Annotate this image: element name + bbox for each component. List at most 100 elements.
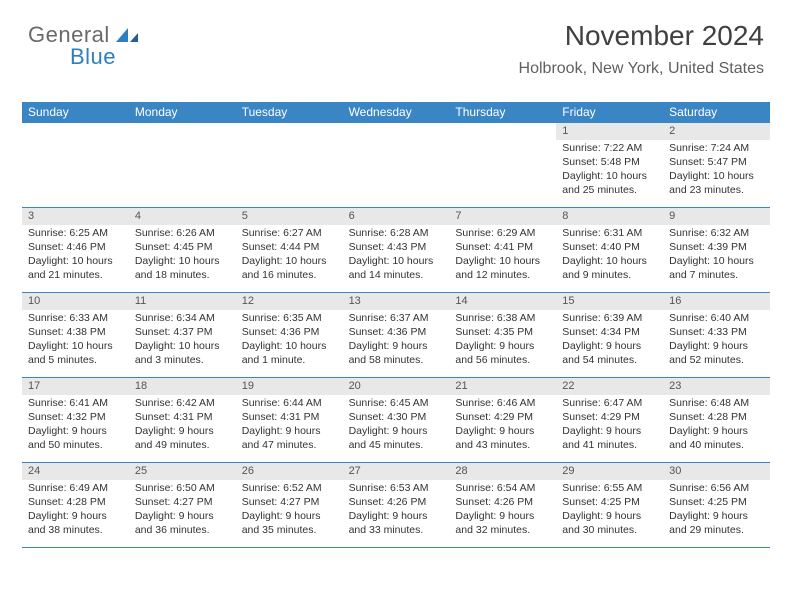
day-cell: 30Sunrise: 6:56 AMSunset: 4:25 PMDayligh… xyxy=(663,463,770,547)
daylight-text-1: Daylight: 10 hours xyxy=(455,254,550,268)
day-number: 23 xyxy=(663,378,770,395)
sunrise-text: Sunrise: 6:49 AM xyxy=(28,481,123,495)
sunset-text: Sunset: 4:46 PM xyxy=(28,240,123,254)
day-cell: 14Sunrise: 6:38 AMSunset: 4:35 PMDayligh… xyxy=(449,293,556,377)
daylight-text-1: Daylight: 9 hours xyxy=(562,339,657,353)
day-cell: 5Sunrise: 6:27 AMSunset: 4:44 PMDaylight… xyxy=(236,208,343,292)
sunset-text: Sunset: 4:26 PM xyxy=(455,495,550,509)
day-header: Tuesday xyxy=(236,102,343,122)
day-details: Sunrise: 6:47 AMSunset: 4:29 PMDaylight:… xyxy=(556,395,663,457)
logo: General Blue xyxy=(28,22,140,48)
sunrise-text: Sunrise: 6:45 AM xyxy=(349,396,444,410)
day-number: 15 xyxy=(556,293,663,310)
day-number: 5 xyxy=(236,208,343,225)
day-number: 12 xyxy=(236,293,343,310)
daylight-text-2: and 21 minutes. xyxy=(28,268,123,282)
sunrise-text: Sunrise: 6:37 AM xyxy=(349,311,444,325)
sunset-text: Sunset: 4:28 PM xyxy=(669,410,764,424)
day-cell: 11Sunrise: 6:34 AMSunset: 4:37 PMDayligh… xyxy=(129,293,236,377)
day-details: Sunrise: 6:32 AMSunset: 4:39 PMDaylight:… xyxy=(663,225,770,287)
day-details: Sunrise: 6:56 AMSunset: 4:25 PMDaylight:… xyxy=(663,480,770,542)
daylight-text-2: and 32 minutes. xyxy=(455,523,550,537)
daylight-text-1: Daylight: 10 hours xyxy=(135,339,230,353)
daylight-text-1: Daylight: 10 hours xyxy=(242,339,337,353)
week-row: 10Sunrise: 6:33 AMSunset: 4:38 PMDayligh… xyxy=(22,292,770,377)
day-number: 14 xyxy=(449,293,556,310)
logo-sail-icon xyxy=(114,26,140,44)
daylight-text-2: and 5 minutes. xyxy=(28,353,123,367)
sunrise-text: Sunrise: 6:25 AM xyxy=(28,226,123,240)
day-number: 22 xyxy=(556,378,663,395)
daylight-text-1: Daylight: 10 hours xyxy=(28,339,123,353)
day-cell: 29Sunrise: 6:55 AMSunset: 4:25 PMDayligh… xyxy=(556,463,663,547)
daylight-text-1: Daylight: 9 hours xyxy=(242,509,337,523)
day-details: Sunrise: 6:46 AMSunset: 4:29 PMDaylight:… xyxy=(449,395,556,457)
daylight-text-1: Daylight: 9 hours xyxy=(455,424,550,438)
sunrise-text: Sunrise: 6:29 AM xyxy=(455,226,550,240)
week-row: 1Sunrise: 7:22 AMSunset: 5:48 PMDaylight… xyxy=(22,122,770,207)
daylight-text-2: and 52 minutes. xyxy=(669,353,764,367)
day-details: Sunrise: 6:35 AMSunset: 4:36 PMDaylight:… xyxy=(236,310,343,372)
daylight-text-1: Daylight: 9 hours xyxy=(669,424,764,438)
daylight-text-1: Daylight: 9 hours xyxy=(135,424,230,438)
sunset-text: Sunset: 4:33 PM xyxy=(669,325,764,339)
sunset-text: Sunset: 5:48 PM xyxy=(562,155,657,169)
sunrise-text: Sunrise: 6:38 AM xyxy=(455,311,550,325)
day-number: 25 xyxy=(129,463,236,480)
daylight-text-1: Daylight: 9 hours xyxy=(455,339,550,353)
sunset-text: Sunset: 4:30 PM xyxy=(349,410,444,424)
day-details: Sunrise: 7:24 AMSunset: 5:47 PMDaylight:… xyxy=(663,140,770,202)
sunrise-text: Sunrise: 6:33 AM xyxy=(28,311,123,325)
daylight-text-2: and 47 minutes. xyxy=(242,438,337,452)
sunset-text: Sunset: 4:25 PM xyxy=(669,495,764,509)
daylight-text-1: Daylight: 10 hours xyxy=(669,254,764,268)
day-cell: 9Sunrise: 6:32 AMSunset: 4:39 PMDaylight… xyxy=(663,208,770,292)
daylight-text-2: and 49 minutes. xyxy=(135,438,230,452)
day-cell: 27Sunrise: 6:53 AMSunset: 4:26 PMDayligh… xyxy=(343,463,450,547)
day-cell: 6Sunrise: 6:28 AMSunset: 4:43 PMDaylight… xyxy=(343,208,450,292)
sunrise-text: Sunrise: 6:39 AM xyxy=(562,311,657,325)
day-number: 10 xyxy=(22,293,129,310)
day-header: Saturday xyxy=(663,102,770,122)
day-cell: 10Sunrise: 6:33 AMSunset: 4:38 PMDayligh… xyxy=(22,293,129,377)
sunrise-text: Sunrise: 6:28 AM xyxy=(349,226,444,240)
day-number: 27 xyxy=(343,463,450,480)
day-cell: 24Sunrise: 6:49 AMSunset: 4:28 PMDayligh… xyxy=(22,463,129,547)
day-cell: 3Sunrise: 6:25 AMSunset: 4:46 PMDaylight… xyxy=(22,208,129,292)
sunset-text: Sunset: 4:27 PM xyxy=(242,495,337,509)
day-number: 11 xyxy=(129,293,236,310)
empty-cell xyxy=(22,123,129,207)
header: November 2024 Holbrook, New York, United… xyxy=(519,20,764,78)
sunrise-text: Sunrise: 6:42 AM xyxy=(135,396,230,410)
sunset-text: Sunset: 4:38 PM xyxy=(28,325,123,339)
daylight-text-1: Daylight: 10 hours xyxy=(28,254,123,268)
day-cell: 18Sunrise: 6:42 AMSunset: 4:31 PMDayligh… xyxy=(129,378,236,462)
daylight-text-2: and 16 minutes. xyxy=(242,268,337,282)
day-details: Sunrise: 6:26 AMSunset: 4:45 PMDaylight:… xyxy=(129,225,236,287)
week-row: 24Sunrise: 6:49 AMSunset: 4:28 PM Dayligh… xyxy=(22,462,770,548)
daylight-text-2: and 33 minutes. xyxy=(349,523,444,537)
day-cell: 2Sunrise: 7:24 AMSunset: 5:47 PMDaylight… xyxy=(663,123,770,207)
sunrise-text: Sunrise: 6:34 AM xyxy=(135,311,230,325)
day-header-row: SundayMondayTuesdayWednesdayThursdayFrid… xyxy=(22,102,770,122)
daylight-text-2: and 29 minutes. xyxy=(669,523,764,537)
sunrise-text: Sunrise: 6:53 AM xyxy=(349,481,444,495)
calendar: SundayMondayTuesdayWednesdayThursdayFrid… xyxy=(22,102,770,548)
day-details: Sunrise: 6:25 AMSunset: 4:46 PMDaylight:… xyxy=(22,225,129,287)
day-cell: 1Sunrise: 7:22 AMSunset: 5:48 PMDaylight… xyxy=(556,123,663,207)
daylight-text-2: and 41 minutes. xyxy=(562,438,657,452)
location-text: Holbrook, New York, United States xyxy=(519,60,764,78)
sunset-text: Sunset: 4:43 PM xyxy=(349,240,444,254)
daylight-text-2: and 45 minutes. xyxy=(349,438,444,452)
sunset-text: Sunset: 4:27 PM xyxy=(135,495,230,509)
empty-cell xyxy=(343,123,450,207)
day-cell: 25Sunrise: 6:50 AMSunset: 4:27 PMDayligh… xyxy=(129,463,236,547)
sunrise-text: Sunrise: 6:56 AM xyxy=(669,481,764,495)
day-number: 20 xyxy=(343,378,450,395)
page-title: November 2024 xyxy=(519,20,764,52)
daylight-text-2: and 56 minutes. xyxy=(455,353,550,367)
sunset-text: Sunset: 4:28 PM xyxy=(28,495,123,509)
daylight-text-1: Daylight: 9 hours xyxy=(562,424,657,438)
day-number: 24 xyxy=(22,463,129,480)
daylight-text-2: and 36 minutes. xyxy=(135,523,230,537)
